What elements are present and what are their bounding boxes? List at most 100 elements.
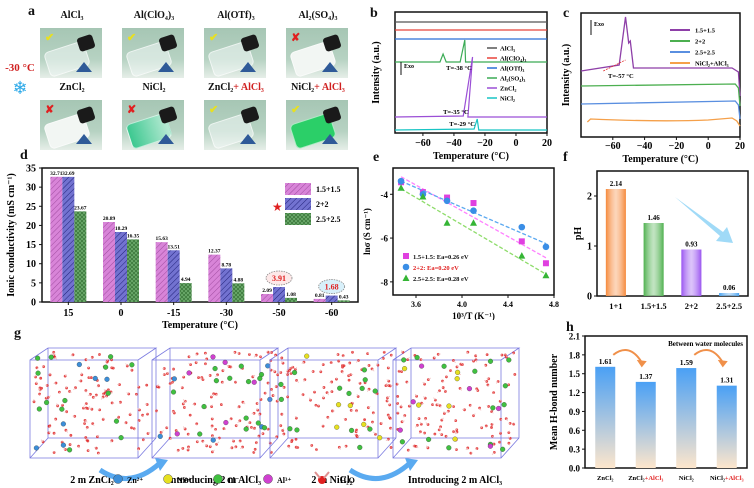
water-bond: [88, 376, 91, 378]
water-bond: [137, 407, 140, 411]
x-axis-label: Temperature (°C): [162, 320, 238, 330]
water-bond: [425, 422, 429, 425]
water-bond: [409, 403, 412, 407]
water-molecule: [344, 444, 348, 448]
water-bond: [492, 435, 495, 438]
water-bond: [65, 386, 67, 389]
water-bond: [286, 369, 289, 372]
water-bond: [315, 449, 317, 451]
ion: [401, 357, 407, 363]
legend-label: 2+2: [695, 39, 705, 46]
ion: [500, 446, 506, 452]
simulation-box: [29, 347, 158, 459]
y-tick-label: 15: [26, 240, 36, 251]
legend-marker: [403, 253, 409, 259]
water-bond: [48, 431, 51, 434]
water-bond: [512, 352, 514, 355]
legend-label: Zn²⁺: [127, 476, 143, 485]
water-bond: [253, 450, 256, 453]
water-molecule: [248, 353, 251, 356]
vial-cap: [322, 33, 342, 53]
water-bond: [104, 360, 108, 363]
water-molecule: [145, 383, 149, 387]
water-molecule: [193, 402, 197, 406]
ion: [414, 354, 420, 361]
water-bond: [418, 431, 421, 434]
water-molecule: [280, 356, 284, 360]
category-main: NiCl₂: [679, 475, 694, 482]
water-bond: [424, 418, 426, 421]
legend-label: 2+2: [316, 200, 329, 209]
ion: [346, 390, 352, 396]
ion: [294, 427, 300, 433]
ion: [347, 403, 353, 409]
ion: [402, 366, 408, 372]
water-bond: [277, 372, 281, 376]
x-tick-label: 1+1: [609, 301, 622, 311]
ion: [426, 436, 432, 442]
water-bond: [301, 394, 304, 396]
bar-value-label: 1.37: [639, 372, 652, 381]
onset-annotation: T=-57 °C: [608, 73, 634, 80]
water-bond: [291, 365, 294, 368]
ion: [62, 398, 68, 404]
bar: [313, 298, 326, 302]
x-tick-label: 4.0: [457, 300, 467, 309]
water-bond: [282, 428, 284, 431]
water-bond: [84, 420, 88, 423]
vial-stand: [240, 62, 256, 72]
legend-label: 1.5+1.5: [316, 185, 341, 194]
water-bond: [433, 356, 436, 359]
water-bond: [118, 401, 121, 404]
water-molecule: [386, 366, 390, 370]
water-bond: [56, 403, 58, 406]
bar: [115, 231, 127, 302]
water-bond: [65, 429, 69, 433]
bar-value-label: 0.43: [339, 294, 349, 300]
water-bond: [222, 381, 225, 384]
water-bond: [212, 449, 215, 453]
water-bond: [111, 365, 113, 368]
x-tick-label: ZnCl₂+AlCl₃: [628, 475, 663, 482]
water-bond: [475, 448, 478, 451]
sample-title: Al₂(SO₄)₃: [278, 10, 358, 21]
x-tick-label: 4.4: [503, 300, 513, 309]
water-bond: [53, 352, 56, 356]
sample-title: ZnCl₂: [32, 82, 112, 93]
cross-icon: ✘: [291, 32, 301, 44]
ion: [501, 402, 507, 408]
water-bond: [422, 381, 425, 385]
water-molecule: [237, 352, 241, 355]
ion: [210, 354, 216, 360]
water-bond: [355, 360, 359, 363]
water-bond: [251, 427, 254, 430]
water-bond: [110, 440, 113, 443]
bar-value-label: 0.06: [723, 284, 736, 292]
water-molecule: [208, 374, 212, 377]
water-bond: [436, 390, 440, 393]
water-bond: [348, 374, 351, 377]
water-bond: [484, 380, 487, 382]
water-bond: [210, 395, 212, 398]
water-bond: [295, 366, 298, 370]
water-bond: [415, 424, 418, 428]
water-bond: [275, 436, 278, 439]
vial-stand: [322, 62, 338, 72]
water-molecule: [155, 409, 159, 413]
sample-name: NiCl₂: [142, 82, 166, 93]
ion: [245, 379, 252, 385]
ion: [33, 445, 39, 451]
cross-icon: ✘: [45, 104, 55, 116]
ion: [304, 353, 310, 359]
water-bond: [367, 388, 370, 392]
arrowhead: [717, 359, 728, 368]
sample-title: NiCl₂: [114, 82, 194, 93]
water-bond: [256, 442, 259, 445]
ion: [466, 386, 473, 392]
ion: [377, 435, 383, 441]
water-molecule: [208, 445, 212, 449]
legend-label: NiCl₂: [500, 96, 515, 103]
legend-ion-icon: [213, 474, 223, 484]
vial-stand: [158, 62, 174, 72]
water-bond: [475, 354, 477, 357]
